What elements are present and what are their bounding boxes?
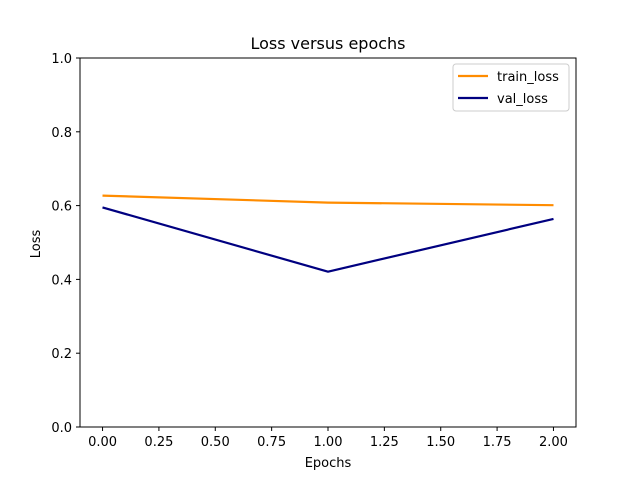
x-tick-label: 0.00 — [88, 435, 117, 450]
y-tick-label: 1.0 — [51, 52, 72, 67]
x-tick-label: 0.25 — [144, 435, 173, 450]
x-tick-label: 1.75 — [483, 435, 512, 450]
chart-title: Loss versus epochs — [250, 34, 405, 53]
x-tick-label: 2.00 — [539, 435, 568, 450]
y-axis-label: Loss — [29, 230, 44, 259]
y-tick-label: 0.6 — [51, 200, 72, 215]
plot-frame — [79, 57, 577, 428]
y-tick-label: 0.0 — [51, 421, 72, 436]
legend-label-train_loss: train_loss — [497, 70, 559, 85]
series-line-val_loss — [102, 206, 554, 273]
plot-area — [79, 57, 577, 428]
y-tick-label: 0.2 — [51, 347, 72, 362]
x-tick-label: 1.50 — [426, 435, 455, 450]
y-tick-label: 0.8 — [51, 126, 72, 141]
x-axis-label: Epochs — [305, 456, 352, 471]
x-axis: 0.00 0.25 0.50 0.75 1.00 1.25 1.50 1.75 2.00 — [88, 427, 568, 450]
series-line-train_loss — [102, 194, 554, 207]
series-lines — [102, 194, 554, 273]
x-tick-label: 0.75 — [257, 435, 286, 450]
x-tick-label: 1.25 — [370, 435, 399, 450]
legend-label-val_loss: val_loss — [497, 92, 548, 107]
x-tick-label: 1.00 — [314, 435, 343, 450]
x-tick-label: 0.50 — [201, 435, 230, 450]
y-tick-label: 0.4 — [51, 273, 72, 288]
legend: train_loss val_loss — [452, 63, 570, 112]
y-axis: 0.0 0.2 0.4 0.6 0.8 1.0 — [51, 52, 80, 436]
